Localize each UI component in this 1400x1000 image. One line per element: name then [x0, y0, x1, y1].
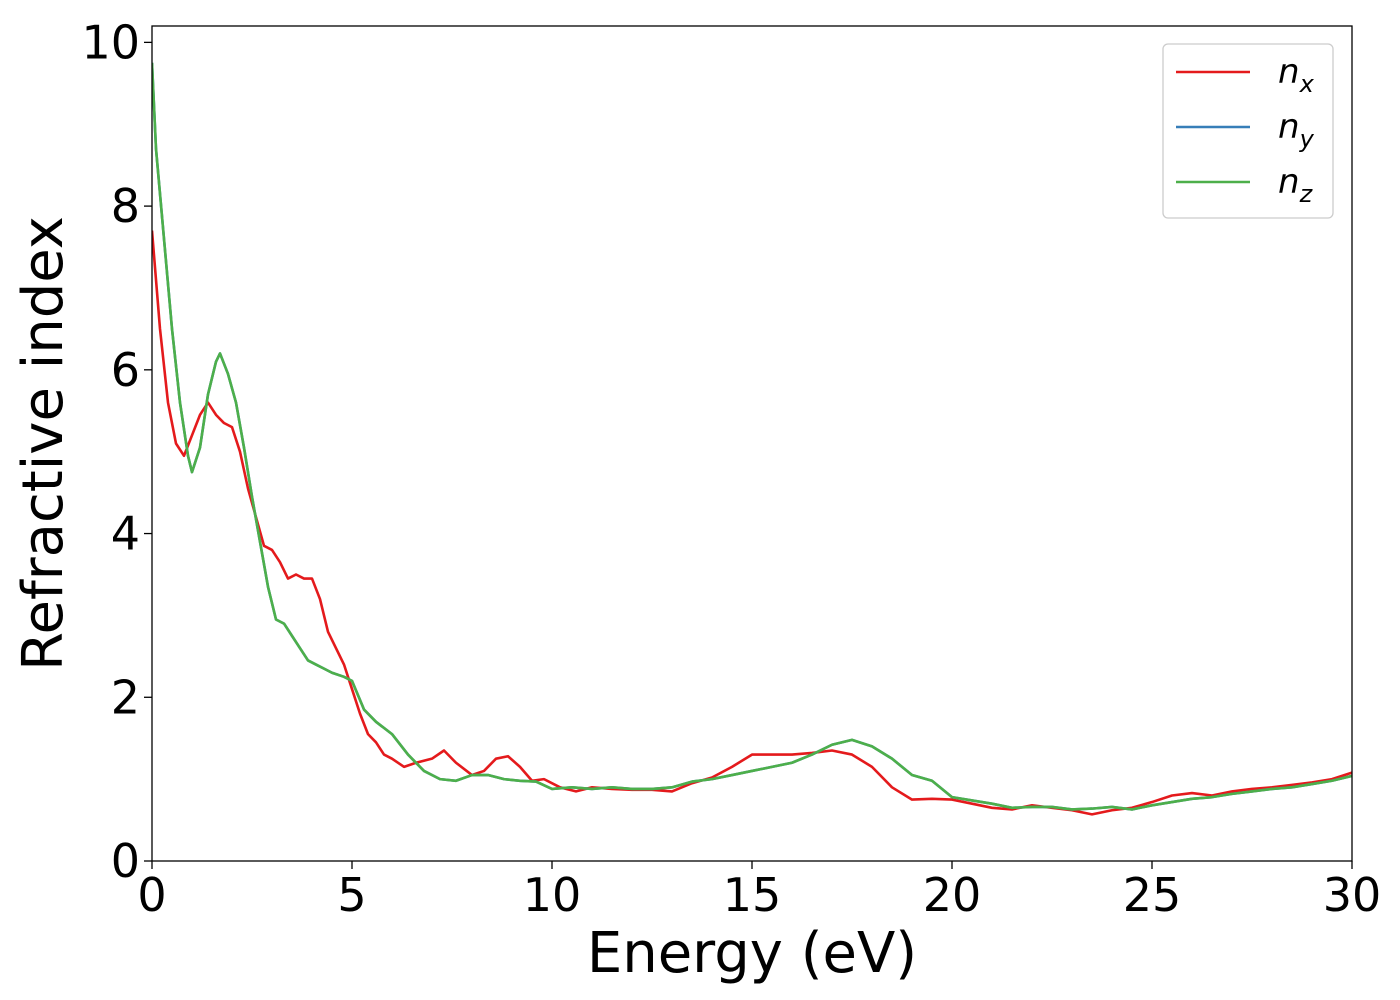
- legend-label-base: n: [1278, 52, 1300, 92]
- series-line-n-z: [152, 62, 1352, 811]
- x-tick-label: 0: [137, 868, 166, 922]
- y-axis-title: Refractive index: [11, 216, 76, 671]
- series-layer: [152, 62, 1352, 816]
- y-tick-label: 10: [81, 15, 140, 69]
- legend-entry-n-z: nz: [1278, 162, 1314, 208]
- legend-label-subscript: z: [1299, 180, 1314, 208]
- legend-label-base: n: [1278, 107, 1300, 147]
- x-tick-label: 30: [1323, 868, 1382, 922]
- y-tick-label: 8: [111, 179, 140, 233]
- x-tick-label: 15: [723, 868, 782, 922]
- x-tick-label: 5: [337, 868, 366, 922]
- x-axis-title: Energy (eV): [587, 921, 917, 986]
- y-axis: 0 2 4 6 8 10: [81, 15, 152, 888]
- legend-entry-n-y: ny: [1278, 107, 1315, 153]
- x-tick-label: 10: [523, 868, 582, 922]
- x-tick-label: 25: [1123, 868, 1182, 922]
- y-tick-label: 4: [111, 507, 140, 561]
- legend-label-subscript: x: [1299, 70, 1315, 98]
- y-tick-label: 6: [111, 343, 140, 397]
- legend-label-subscript: y: [1299, 125, 1315, 153]
- series-line-n-x: [152, 230, 1352, 816]
- x-tick-label: 20: [923, 868, 982, 922]
- y-tick-label: 2: [111, 670, 140, 724]
- y-tick-label: 0: [111, 834, 140, 888]
- x-axis: 0 5 10 15 20 25 30: [137, 861, 1381, 922]
- legend-label-base: n: [1278, 162, 1300, 202]
- legend-box: [1162, 43, 1334, 219]
- legend-entry-n-x: nx: [1278, 52, 1315, 98]
